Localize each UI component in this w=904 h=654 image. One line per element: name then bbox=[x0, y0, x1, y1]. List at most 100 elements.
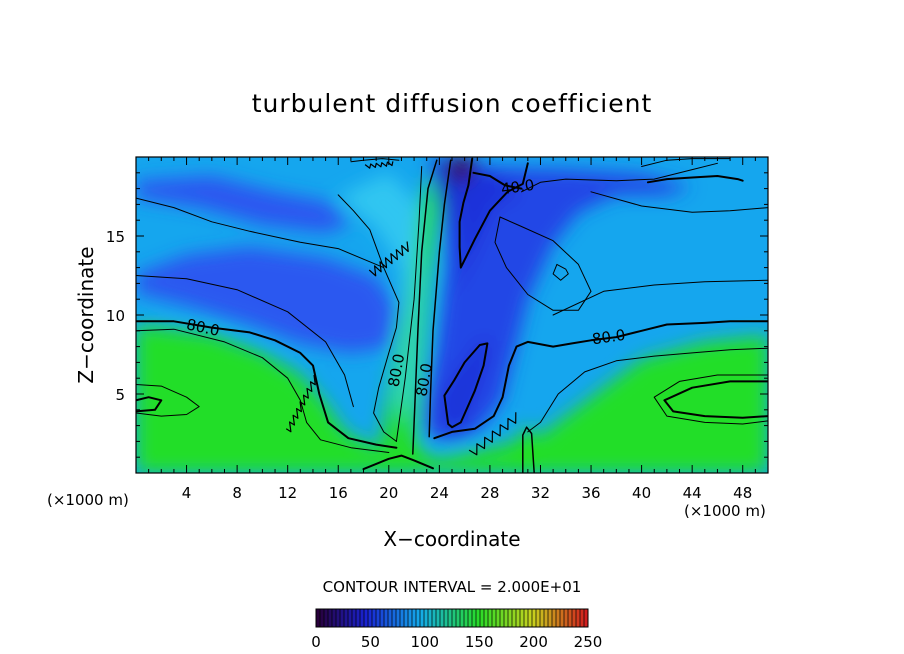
field-region bbox=[338, 172, 422, 426]
contour-line bbox=[552, 263, 569, 281]
contour-line bbox=[136, 328, 390, 453]
contour-line bbox=[350, 158, 400, 163]
contour-line bbox=[527, 347, 768, 433]
colorbar-cell bbox=[384, 609, 389, 627]
contour-label: 80.0 bbox=[591, 326, 627, 348]
colorbar-cell bbox=[336, 609, 341, 627]
colorbar-cell bbox=[344, 609, 349, 627]
colorbar-cell bbox=[356, 609, 361, 627]
contour-label: 80.0 bbox=[385, 352, 409, 388]
colorbar-cell bbox=[548, 609, 553, 627]
colorbar-cell bbox=[584, 609, 589, 627]
contour-line bbox=[522, 426, 535, 473]
colorbar-cell bbox=[364, 609, 369, 627]
contour-label-group: 40.0 bbox=[500, 176, 536, 198]
colorbar-cell bbox=[540, 609, 545, 627]
field-region bbox=[443, 340, 493, 432]
contour-line bbox=[337, 194, 400, 442]
colorbar-frame bbox=[315, 608, 589, 628]
colorbar-cell bbox=[324, 609, 329, 627]
colorbar-cell bbox=[392, 609, 397, 627]
colorbar-cell bbox=[488, 609, 493, 627]
colorbar-tick-label: 150 bbox=[465, 633, 494, 651]
colorbar-cell bbox=[408, 609, 413, 627]
contour-label-group: 80.0 bbox=[591, 326, 627, 348]
colorbar-cell bbox=[412, 609, 417, 627]
contour-line bbox=[443, 342, 489, 429]
contour-line bbox=[494, 216, 592, 311]
colorbar-tick-label: 250 bbox=[574, 633, 603, 651]
colorbar-cell bbox=[380, 609, 385, 627]
x-tick-label: 4 bbox=[182, 484, 192, 502]
colorbar-cell bbox=[332, 609, 337, 627]
contour-line bbox=[368, 241, 409, 277]
colorbar-cell bbox=[484, 609, 489, 627]
colorbar-cell bbox=[388, 609, 393, 627]
contour-line bbox=[433, 320, 768, 440]
colorbar-cell bbox=[544, 609, 549, 627]
x-tick-label: 28 bbox=[480, 484, 499, 502]
colorbar-cell bbox=[376, 609, 381, 627]
contour-label-group: 80.0 bbox=[412, 362, 436, 398]
colorbar-cell bbox=[432, 609, 437, 627]
colorbar-cell bbox=[460, 609, 465, 627]
coefficient-field bbox=[136, 157, 768, 473]
colorbar-cell bbox=[448, 609, 453, 627]
x-tick-label: 24 bbox=[430, 484, 449, 502]
colorbar-cell bbox=[436, 609, 441, 627]
y-tick-label: 15 bbox=[106, 228, 125, 246]
contour-line bbox=[285, 374, 316, 433]
x-tick-label: 36 bbox=[581, 484, 600, 502]
field-region bbox=[446, 157, 478, 184]
contour-line bbox=[468, 412, 517, 456]
colorbar-tick-label: 50 bbox=[361, 633, 380, 651]
colorbar-tick-label: 100 bbox=[410, 633, 439, 651]
colorbar-cell bbox=[416, 609, 421, 627]
contour-line bbox=[521, 162, 718, 193]
chart-title: turbulent diffusion coefficient bbox=[252, 89, 653, 118]
colorbar-cell bbox=[516, 609, 521, 627]
x-tick-label: 48 bbox=[733, 484, 752, 502]
x-axis-label: X−coordinate bbox=[383, 527, 520, 551]
colorbar-cell bbox=[528, 609, 533, 627]
colorbar-cell bbox=[372, 609, 377, 627]
colorbar-ticks: 0 50 100 150 200 250 bbox=[311, 633, 602, 651]
contour-line bbox=[428, 159, 452, 438]
y-axis-ticks: 5 10 15 bbox=[106, 172, 768, 458]
y-axis-label: Z−coordinate bbox=[74, 246, 98, 383]
y-tick-label: 5 bbox=[115, 386, 125, 404]
x-tick-label: 12 bbox=[278, 484, 297, 502]
x-tick-label: 32 bbox=[531, 484, 550, 502]
contour-line bbox=[136, 384, 200, 417]
colorbar-cell bbox=[320, 609, 325, 627]
contour-line bbox=[362, 454, 434, 471]
colorbar-cell bbox=[316, 609, 321, 627]
x-tick-label: 20 bbox=[379, 484, 398, 502]
contour-line bbox=[412, 159, 438, 455]
field-region bbox=[517, 427, 535, 473]
contour-label: 80.0 bbox=[412, 362, 436, 398]
colorbar-cell bbox=[348, 609, 353, 627]
colorbar-cell bbox=[468, 609, 473, 627]
colorbar-cell bbox=[456, 609, 461, 627]
colorbar-cell bbox=[560, 609, 565, 627]
colorbar bbox=[315, 608, 589, 628]
contour-labels: 40.080.080.0 80.080.0 bbox=[185, 176, 627, 398]
colorbar-cell bbox=[576, 609, 581, 627]
colorbar-cell bbox=[440, 609, 445, 627]
colorbar-cell bbox=[476, 609, 481, 627]
contour-line bbox=[590, 191, 768, 213]
x-tick-label: 44 bbox=[683, 484, 702, 502]
contour-line bbox=[395, 166, 423, 442]
field-region bbox=[136, 247, 396, 353]
x-tick-label: 8 bbox=[232, 484, 242, 502]
colorbar-cell bbox=[472, 609, 477, 627]
colorbar-cell bbox=[464, 609, 469, 627]
colorbar-cell bbox=[328, 609, 333, 627]
contour-line bbox=[458, 157, 529, 269]
colorbar-cell bbox=[420, 609, 425, 627]
contour-line bbox=[646, 175, 744, 184]
colorbar-cell bbox=[396, 609, 401, 627]
y-tick-label: 10 bbox=[106, 307, 125, 325]
